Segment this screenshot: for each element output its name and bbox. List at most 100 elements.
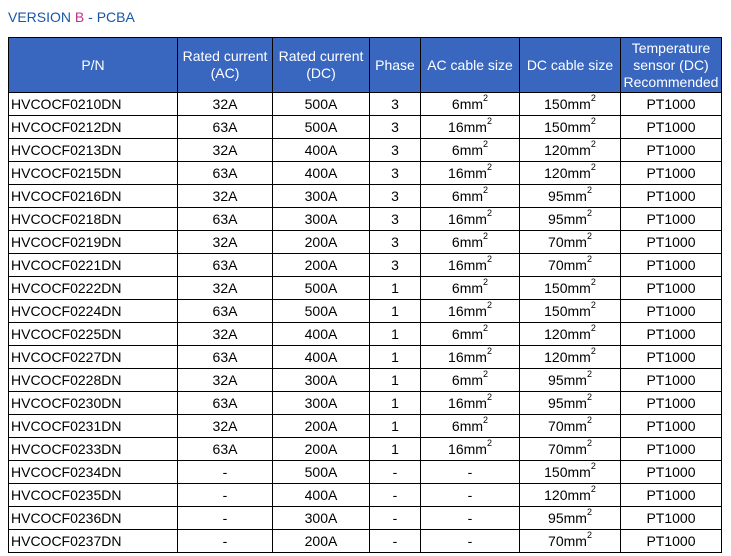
cell-ac-cable-size: 6mm2 bbox=[420, 414, 520, 438]
cell-rated-current-dc: 500A bbox=[272, 92, 370, 116]
cell-pn-value: HVCOCF0235DN bbox=[11, 487, 122, 503]
cell-dc-cable-size-value: 120mm bbox=[544, 142, 591, 158]
cell-pn: HVCOCF0222DN bbox=[8, 276, 178, 300]
cell-phase-value: 1 bbox=[391, 349, 399, 365]
cell-rated-current-ac-value: 32A bbox=[212, 234, 238, 250]
cell-dc-cable-size-value: 150mm bbox=[544, 119, 591, 135]
cell-pn: HVCOCF0237DN bbox=[8, 529, 178, 553]
cell-rated-current-dc-value: 400A bbox=[304, 349, 338, 365]
cell-ac-cable-size-exponent: 2 bbox=[483, 231, 489, 242]
cell-phase: 1 bbox=[369, 437, 421, 461]
cell-ac-cable-size: - bbox=[420, 506, 520, 530]
cell-phase: 3 bbox=[369, 138, 421, 162]
cell-rated-current-dc: 400A bbox=[272, 483, 370, 507]
cell-dc-cable-size: 150mm2 bbox=[519, 115, 621, 139]
cell-rated-current-dc-value: 300A bbox=[304, 510, 338, 526]
cell-pn: HVCOCF0215DN bbox=[8, 161, 178, 185]
cell-rated-current-ac: 32A bbox=[177, 322, 273, 346]
cell-rated-current-dc: 500A bbox=[272, 276, 370, 300]
cell-ac-cable-size-value: 6mm bbox=[451, 142, 484, 158]
header-rated-current-dc: Rated current (DC) bbox=[272, 37, 370, 93]
cell-rated-current-ac: - bbox=[177, 506, 273, 530]
cell-dc-cable-size-value: 95mm bbox=[548, 395, 587, 411]
cell-ac-cable-size: 16mm2 bbox=[420, 253, 520, 277]
cell-dc-cable-size: 95mm2 bbox=[519, 184, 621, 208]
cell-rated-current-ac: 32A bbox=[177, 276, 273, 300]
cell-temperature-sensor: PT1000 bbox=[620, 506, 722, 530]
cell-phase: 1 bbox=[369, 276, 421, 300]
cell-dc-cable-size-exponent: 2 bbox=[590, 484, 596, 495]
cell-temperature-sensor: PT1000 bbox=[620, 460, 722, 484]
cell-temperature-sensor-value: PT1000 bbox=[646, 464, 696, 480]
cell-phase: 1 bbox=[369, 322, 421, 346]
cell-ac-cable-size: 16mm2 bbox=[420, 299, 520, 323]
cell-ac-cable-size-exponent: 2 bbox=[486, 254, 492, 265]
cell-ac-cable-size: 6mm2 bbox=[420, 322, 520, 346]
cell-temperature-sensor: PT1000 bbox=[620, 299, 722, 323]
cell-rated-current-dc: 400A bbox=[272, 345, 370, 369]
cell-phase: 1 bbox=[369, 345, 421, 369]
cell-phase: - bbox=[369, 483, 421, 507]
cell-pn-value: HVCOCF0227DN bbox=[11, 349, 122, 365]
cell-pn: HVCOCF0225DN bbox=[8, 322, 178, 346]
cell-rated-current-dc-value: 300A bbox=[304, 372, 338, 388]
cell-temperature-sensor: PT1000 bbox=[620, 92, 722, 116]
cell-rated-current-ac-value: 32A bbox=[212, 280, 238, 296]
cell-rated-current-dc: 300A bbox=[272, 368, 370, 392]
table-row: HVCOCF0233DN 63A 200A 1 16mm2 70mm2 PT1000 bbox=[8, 437, 722, 461]
cell-dc-cable-size: 150mm2 bbox=[519, 460, 621, 484]
cell-rated-current-dc-value: 300A bbox=[304, 211, 338, 227]
cell-ac-cable-size-value: 16mm bbox=[448, 119, 487, 135]
cell-ac-cable-size: 6mm2 bbox=[420, 230, 520, 254]
cell-dc-cable-size: 120mm2 bbox=[519, 483, 621, 507]
cell-ac-cable-size-value: 6mm bbox=[451, 372, 484, 388]
cell-rated-current-ac-value: 63A bbox=[212, 303, 238, 319]
cell-rated-current-dc: 200A bbox=[272, 437, 370, 461]
cell-temperature-sensor-value: PT1000 bbox=[646, 234, 696, 250]
cell-rated-current-dc: 300A bbox=[272, 184, 370, 208]
cell-ac-cable-size: 6mm2 bbox=[420, 92, 520, 116]
cell-pn-value: HVCOCF0228DN bbox=[11, 372, 122, 388]
cell-pn-value: HVCOCF0213DN bbox=[11, 142, 122, 158]
cell-rated-current-ac-value: 32A bbox=[212, 418, 238, 434]
cell-pn: HVCOCF0218DN bbox=[8, 207, 178, 231]
cell-rated-current-dc: 500A bbox=[272, 299, 370, 323]
cell-phase-value: - bbox=[392, 510, 398, 526]
cell-phase-value: 3 bbox=[391, 142, 399, 158]
cell-ac-cable-size-value: 16mm bbox=[448, 441, 487, 457]
cell-temperature-sensor: PT1000 bbox=[620, 207, 722, 231]
cell-dc-cable-size: 70mm2 bbox=[519, 414, 621, 438]
cell-pn-value: HVCOCF0215DN bbox=[11, 165, 122, 181]
table-row: HVCOCF0212DN 63A 500A 3 16mm2 150mm2 PT1000 bbox=[8, 115, 722, 139]
cell-dc-cable-size-exponent: 2 bbox=[590, 300, 596, 311]
page-title: VERSION B - PCBA bbox=[8, 9, 135, 25]
cell-pn: HVCOCF0216DN bbox=[8, 184, 178, 208]
cell-dc-cable-size: 70mm2 bbox=[519, 437, 621, 461]
cell-rated-current-dc-value: 400A bbox=[304, 487, 338, 503]
cell-temperature-sensor-value: PT1000 bbox=[646, 418, 696, 434]
cell-rated-current-ac: - bbox=[177, 460, 273, 484]
cell-ac-cable-size-value: - bbox=[467, 510, 473, 526]
cell-temperature-sensor: PT1000 bbox=[620, 529, 722, 553]
cell-rated-current-ac-value: 63A bbox=[212, 257, 238, 273]
cell-phase-value: 1 bbox=[391, 418, 399, 434]
table-row: HVCOCF0230DN 63A 300A 1 16mm2 95mm2 PT1000 bbox=[8, 391, 722, 415]
cell-pn-value: HVCOCF0222DN bbox=[11, 280, 122, 296]
table-header-row: P/N Rated current (AC) Rated current (DC… bbox=[8, 37, 722, 93]
cell-ac-cable-size-exponent: 2 bbox=[483, 369, 489, 380]
cell-ac-cable-size-exponent: 2 bbox=[486, 162, 492, 173]
cell-pn-value: HVCOCF0230DN bbox=[11, 395, 122, 411]
pcba-table: P/N Rated current (AC) Rated current (DC… bbox=[8, 37, 722, 553]
cell-dc-cable-size-value: 70mm bbox=[548, 418, 587, 434]
cell-dc-cable-size-value: 120mm bbox=[544, 165, 591, 181]
cell-temperature-sensor: PT1000 bbox=[620, 368, 722, 392]
cell-temperature-sensor-value: PT1000 bbox=[646, 211, 696, 227]
cell-dc-cable-size-exponent: 2 bbox=[590, 139, 596, 150]
cell-dc-cable-size-exponent: 2 bbox=[590, 116, 596, 127]
cell-dc-cable-size: 95mm2 bbox=[519, 207, 621, 231]
cell-ac-cable-size: 16mm2 bbox=[420, 391, 520, 415]
cell-phase-value: 1 bbox=[391, 441, 399, 457]
cell-rated-current-dc-value: 500A bbox=[304, 96, 338, 112]
cell-rated-current-dc-value: 500A bbox=[304, 280, 338, 296]
cell-phase: 3 bbox=[369, 92, 421, 116]
